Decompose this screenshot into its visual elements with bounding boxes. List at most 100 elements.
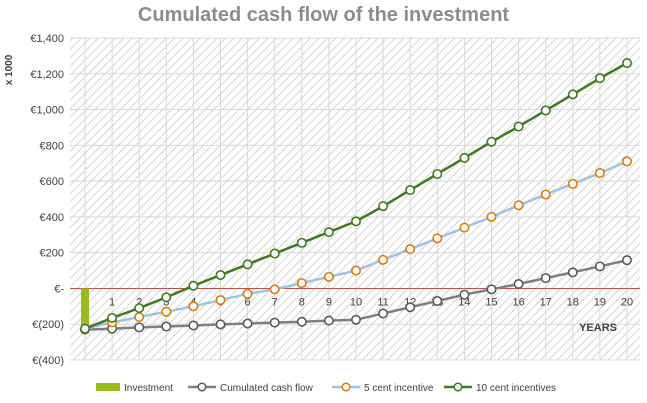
- data-point: [567, 267, 578, 278]
- y-axis-label: x 1000: [4, 54, 15, 85]
- data-point: [269, 248, 280, 259]
- data-point: [378, 201, 389, 212]
- legend-label: 10 cent incentives: [476, 383, 556, 394]
- data-point: [161, 292, 172, 303]
- x-tick-label: 3: [163, 296, 169, 308]
- data-point: [594, 261, 605, 272]
- data-point: [459, 152, 470, 163]
- data-point: [242, 259, 253, 270]
- data-point: [621, 156, 632, 167]
- x-tick-label: 14: [458, 296, 470, 308]
- legend-swatch-marker: [341, 382, 351, 392]
- y-tick-label: €(400): [32, 355, 64, 367]
- data-point: [215, 319, 226, 330]
- data-point: [513, 200, 524, 211]
- data-point: [134, 303, 145, 314]
- x-tick-label: 18: [567, 296, 579, 308]
- data-point: [540, 273, 551, 284]
- x-tick-label: 20: [621, 296, 633, 308]
- plot-area: [70, 38, 640, 360]
- data-point: [323, 315, 334, 326]
- data-point: [215, 270, 226, 281]
- data-point: [432, 233, 443, 244]
- data-point: [161, 306, 172, 317]
- data-point: [161, 321, 172, 332]
- y-tick-label: €1,000: [30, 105, 64, 117]
- data-point: [107, 312, 118, 323]
- y-tick-label: €(200): [32, 319, 64, 331]
- data-point: [486, 211, 497, 222]
- data-point: [350, 265, 361, 276]
- data-point: [540, 105, 551, 116]
- x-tick-label: 9: [326, 296, 332, 308]
- x-tick-label: 16: [512, 296, 524, 308]
- data-point: [188, 280, 199, 291]
- data-point: [459, 289, 470, 300]
- data-point: [350, 216, 361, 227]
- y-tick-label: €1,200: [30, 69, 64, 81]
- x-tick-label: 19: [594, 296, 606, 308]
- x-axis-label: YEARS: [579, 322, 617, 334]
- data-point: [486, 136, 497, 147]
- legend-swatch-marker: [453, 382, 463, 392]
- data-point: [621, 255, 632, 266]
- data-point: [296, 316, 307, 327]
- data-point: [621, 58, 632, 69]
- y-tick-label: €400: [40, 212, 64, 224]
- y-tick-label: €800: [40, 140, 64, 152]
- x-tick-label: 6: [245, 296, 251, 308]
- legend-swatch-marker: [197, 382, 207, 392]
- data-point: [540, 189, 551, 200]
- x-tick-label: 7: [272, 296, 278, 308]
- y-tick-label: €200: [40, 248, 64, 260]
- data-point: [594, 168, 605, 179]
- data-point: [432, 168, 443, 179]
- y-tick-label: €1,400: [30, 33, 64, 45]
- x-tick-label: 15: [485, 296, 497, 308]
- data-point: [513, 121, 524, 132]
- data-point: [323, 227, 334, 238]
- data-point: [350, 314, 361, 325]
- data-point: [242, 318, 253, 329]
- x-tick-label: 17: [540, 296, 552, 308]
- data-point: [242, 288, 253, 299]
- y-tick-label: €600: [40, 176, 64, 188]
- data-point: [405, 302, 416, 313]
- data-point: [378, 254, 389, 265]
- y-tick-label: €-: [54, 283, 64, 295]
- data-point: [188, 320, 199, 331]
- data-point: [215, 295, 226, 306]
- legend-label: 5 cent incentive: [364, 383, 434, 394]
- x-tick-label: 2: [136, 296, 142, 308]
- data-point: [134, 312, 145, 323]
- data-point: [486, 284, 497, 295]
- data-point: [567, 178, 578, 189]
- data-point: [296, 237, 307, 248]
- data-point: [323, 271, 334, 282]
- data-point: [405, 244, 416, 255]
- data-point: [134, 322, 145, 333]
- data-point: [459, 222, 470, 233]
- investment-bar: [81, 288, 89, 329]
- data-point: [378, 308, 389, 319]
- data-point: [594, 73, 605, 84]
- data-point: [513, 278, 524, 289]
- data-point: [188, 301, 199, 312]
- data-point: [269, 317, 280, 328]
- x-tick-label: 8: [299, 296, 305, 308]
- data-point: [567, 89, 578, 100]
- data-point: [80, 323, 91, 334]
- data-point: [296, 278, 307, 289]
- legend-swatch: [96, 383, 120, 391]
- data-point: [269, 284, 280, 295]
- legend-label: Investment: [124, 383, 173, 394]
- x-tick-label: 11: [377, 296, 388, 308]
- data-point: [432, 295, 443, 306]
- legend-label: Cumulated cash flow: [220, 383, 314, 394]
- chart-title: Cumulated cash flow of the investment: [137, 4, 510, 26]
- data-point: [405, 185, 416, 196]
- x-tick-label: 1: [109, 296, 115, 308]
- x-tick-label: 10: [350, 296, 362, 308]
